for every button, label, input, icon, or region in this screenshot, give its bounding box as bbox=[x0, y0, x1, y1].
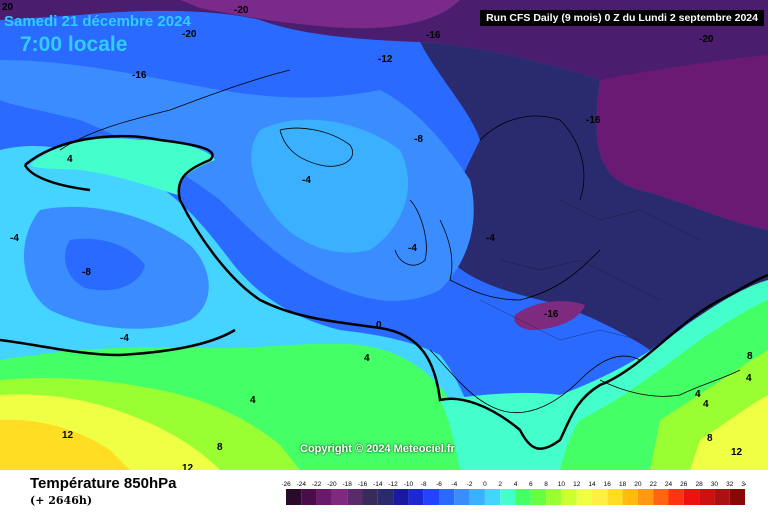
legend-swatch bbox=[362, 489, 378, 505]
legend-tick: 8 bbox=[544, 481, 548, 488]
legend-tick: 4 bbox=[514, 481, 518, 488]
legend-tick: 22 bbox=[650, 481, 658, 488]
contour-label: 12 bbox=[182, 463, 194, 470]
legend-swatch bbox=[515, 489, 531, 505]
contour-label: 4 bbox=[695, 389, 701, 400]
legend-swatch bbox=[393, 489, 409, 505]
legend-swatch bbox=[561, 489, 577, 505]
forecast-time: 7:00 locale bbox=[20, 33, 128, 56]
legend-swatch bbox=[530, 489, 547, 505]
legend-swatch bbox=[546, 489, 562, 505]
legend-tick: -12 bbox=[388, 481, 398, 488]
legend-tick: 14 bbox=[588, 481, 596, 488]
contour-label: -4 bbox=[120, 333, 129, 344]
legend-tick: 6 bbox=[529, 481, 533, 488]
legend-tick: -2 bbox=[467, 481, 473, 488]
legend-tick: 34 bbox=[741, 481, 746, 488]
contour-label: 4 bbox=[67, 154, 73, 165]
contour-label: -12 bbox=[378, 54, 393, 65]
contour-label: -4 bbox=[408, 243, 417, 254]
forecast-date: Samedi 21 décembre 2024 bbox=[4, 13, 191, 30]
legend-tick: 16 bbox=[604, 481, 612, 488]
legend-tick: 10 bbox=[558, 481, 566, 488]
color-legend: -26 -24 -22 -20 -18 -16 -14 -12 -10 -8 -6 -4 -2 0 2 4 6 8… bbox=[282, 481, 746, 505]
contour-label: -16 bbox=[132, 70, 147, 81]
legend-tick: 30 bbox=[711, 481, 719, 488]
contour-label: -4 bbox=[486, 233, 495, 244]
legend-tick: -16 bbox=[358, 481, 368, 488]
legend-swatch bbox=[377, 489, 394, 505]
legend-tick: 18 bbox=[619, 481, 627, 488]
legend-swatch bbox=[286, 489, 302, 505]
contour-label: -16 bbox=[544, 309, 559, 320]
contour-label: -16 bbox=[586, 115, 601, 126]
contour-label: 4 bbox=[746, 373, 752, 384]
legend-tick: -26 bbox=[282, 481, 291, 488]
legend-swatch bbox=[469, 489, 485, 505]
contour-label: 4 bbox=[250, 395, 256, 406]
legend-swatch bbox=[592, 489, 608, 505]
legend-tick: -8 bbox=[421, 481, 427, 488]
legend-tick: 28 bbox=[695, 481, 703, 488]
legend-swatch bbox=[622, 489, 638, 505]
legend-tick: -14 bbox=[373, 481, 383, 488]
contour-label: 8 bbox=[747, 351, 753, 362]
legend-tick: -20 bbox=[327, 481, 337, 488]
legend-tick: -18 bbox=[342, 481, 352, 488]
legend-swatch bbox=[699, 489, 715, 505]
legend-swatch bbox=[714, 489, 730, 505]
contour-label: 4 bbox=[703, 399, 709, 410]
legend-swatch bbox=[729, 489, 745, 505]
legend-swatch bbox=[454, 489, 470, 505]
legend-tick: 2 bbox=[498, 481, 502, 488]
legend-swatch bbox=[347, 489, 363, 505]
contour-label: -4 bbox=[10, 233, 19, 244]
legend-swatch bbox=[423, 489, 439, 505]
legend-swatch bbox=[484, 489, 501, 505]
legend-tick: 0 bbox=[483, 481, 487, 488]
contour-label: 0 bbox=[376, 320, 382, 331]
contour-label: -8 bbox=[414, 134, 423, 145]
legend-tick: -6 bbox=[436, 481, 442, 488]
legend-tick: -22 bbox=[312, 481, 322, 488]
legend-swatch bbox=[331, 489, 348, 505]
legend-swatch bbox=[607, 489, 623, 505]
legend-swatch bbox=[301, 489, 317, 505]
temperature-map: 20 -20 -20 -16 -16 -12 -20 -16 -8 4 -4 -4 -8 -4 -4 -16 0… bbox=[0, 0, 768, 470]
contour-label: -4 bbox=[302, 175, 311, 186]
legend-tick: -24 bbox=[297, 481, 307, 488]
legend-tick: 12 bbox=[573, 481, 581, 488]
lead-time: (+ 2646h) bbox=[30, 494, 93, 507]
legend-swatch bbox=[500, 489, 516, 505]
legend-tick: 24 bbox=[665, 481, 673, 488]
legend-swatch bbox=[439, 489, 455, 505]
contour-label: 8 bbox=[217, 442, 223, 453]
contour-label: -8 bbox=[82, 267, 91, 278]
contour-label: 12 bbox=[731, 447, 743, 458]
legend-tick: -4 bbox=[451, 481, 457, 488]
run-info: Run CFS Daily (9 mois) 0 Z du Lundi 2 se… bbox=[480, 10, 764, 26]
parameter-title: Température 850hPa bbox=[30, 475, 177, 492]
legend-tick: 32 bbox=[726, 481, 734, 488]
legend-tick: 26 bbox=[680, 481, 688, 488]
contour-label: -20 bbox=[234, 5, 249, 16]
contour-label: -20 bbox=[182, 29, 197, 40]
contour-label: 12 bbox=[62, 430, 74, 441]
contour-label: -20 bbox=[699, 34, 714, 45]
legend-tick: 20 bbox=[634, 481, 642, 488]
contour-label: 4 bbox=[364, 353, 370, 364]
legend-swatch bbox=[637, 489, 654, 505]
contour-label: 8 bbox=[707, 433, 713, 444]
legend-swatch bbox=[653, 489, 669, 505]
contour-label: -16 bbox=[426, 30, 441, 41]
legend-swatch bbox=[668, 489, 684, 505]
legend-swatch bbox=[408, 489, 424, 505]
contour-label: 20 bbox=[2, 2, 14, 13]
legend-swatch bbox=[683, 489, 700, 505]
legend-swatch bbox=[316, 489, 332, 505]
copyright: Copyright © 2024 Meteociel.fr bbox=[300, 443, 455, 455]
legend-swatch bbox=[576, 489, 592, 505]
legend-tick: -10 bbox=[404, 481, 414, 488]
